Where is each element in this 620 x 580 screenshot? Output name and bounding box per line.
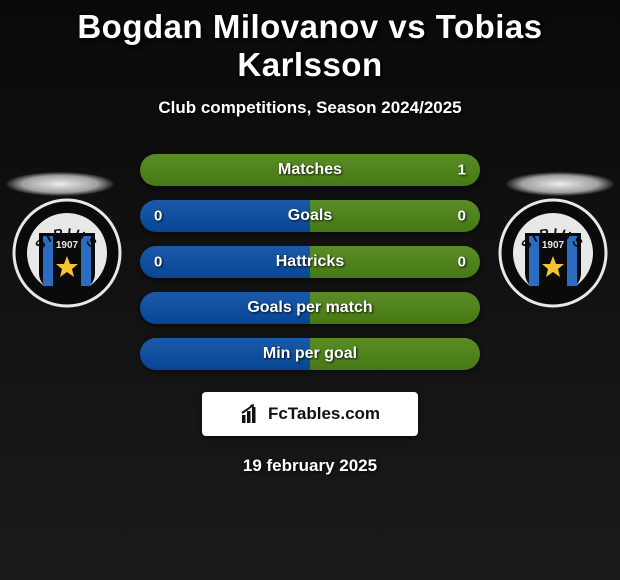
date-label: 19 february 2025 xyxy=(0,456,620,476)
club-badge-left: 1907 SIRIUS xyxy=(12,198,122,308)
branding-box[interactable]: FcTables.com xyxy=(202,392,418,436)
stats-list: Matches 1 0 Goals 0 0 Hattricks 0 Goals per matc… xyxy=(140,154,480,370)
stat-label: Goals per match xyxy=(247,299,372,317)
sirius-logo-icon: 1907 SIRIUS xyxy=(498,198,608,308)
svg-text:1907: 1907 xyxy=(56,240,79,251)
subtitle: Club competitions, Season 2024/2025 xyxy=(0,98,620,118)
page-title: Bogdan Milovanov vs Tobias Karlsson xyxy=(0,8,620,84)
comparison-card: Bogdan Milovanov vs Tobias Karlsson Club… xyxy=(0,0,620,476)
sirius-logo-icon: 1907 SIRIUS xyxy=(12,198,122,308)
comparison-area: 1907 SIRIUS 1907 SIRIUS Matches10Goals00… xyxy=(0,154,620,370)
stat-row: 0 Hattricks 0 xyxy=(140,246,480,278)
stat-row: Matches 1 xyxy=(140,154,480,186)
chart-icon xyxy=(240,403,262,425)
stat-label: Hattricks xyxy=(276,253,344,271)
stat-value-left: 0 xyxy=(154,254,162,271)
stat-value-right: 0 xyxy=(458,254,466,271)
club-badge-right: 1907 SIRIUS xyxy=(498,198,608,308)
player-ellipse-left xyxy=(6,172,114,196)
svg-text:1907: 1907 xyxy=(542,240,565,251)
stat-value-left: 0 xyxy=(154,208,162,225)
player-ellipse-right xyxy=(506,172,614,196)
brand-label: FcTables.com xyxy=(268,404,380,424)
stat-value-right: 0 xyxy=(458,208,466,225)
stat-label: Min per goal xyxy=(263,345,357,363)
stat-value-right: 1 xyxy=(458,162,466,179)
stat-label: Goals xyxy=(288,207,332,225)
stat-row: Min per goal xyxy=(140,338,480,370)
stat-row: 0 Goals 0 xyxy=(140,200,480,232)
stat-label: Matches xyxy=(278,161,342,179)
stat-row: Goals per match xyxy=(140,292,480,324)
